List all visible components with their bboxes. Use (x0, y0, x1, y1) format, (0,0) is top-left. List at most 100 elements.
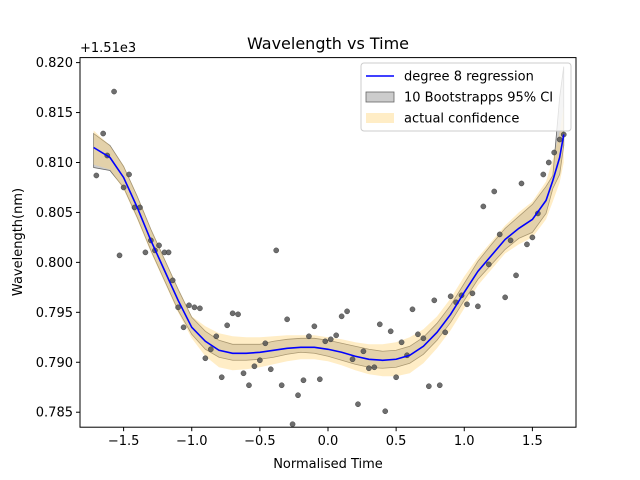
data-point (415, 331, 421, 338)
plot-area (93, 66, 567, 428)
data-point (322, 338, 329, 345)
y-tick-label: 0.790 (36, 356, 73, 371)
data-point (156, 242, 162, 249)
y-tick-label: 0.805 (36, 206, 73, 221)
data-point (208, 346, 214, 353)
data-point (333, 332, 339, 339)
data-point (224, 322, 230, 329)
x-tick-label: −1.0 (176, 434, 208, 449)
legend-label: actual confidence (404, 112, 519, 127)
x-tick-label: 1.0 (454, 434, 475, 449)
data-point (100, 130, 106, 137)
data-point (191, 304, 198, 311)
y-axis-ticks: 0.785 0.790 0.795 0.800 0.805 0.810 0.815 0.820 (36, 56, 80, 421)
legend-handle-bootstrap (365, 91, 395, 103)
data-point (496, 231, 503, 238)
y-tick-label: 0.820 (36, 56, 73, 71)
data-point (431, 297, 438, 304)
legend-handle-confidence (366, 113, 394, 123)
regression-line (93, 134, 565, 362)
data-point (376, 321, 383, 328)
actual-confidence-band (93, 106, 564, 377)
data-point (306, 333, 312, 340)
data-point (513, 272, 519, 279)
data-point (502, 294, 508, 301)
data-point (480, 203, 487, 210)
data-point (420, 335, 427, 342)
data-point (169, 277, 176, 284)
data-point (267, 366, 274, 373)
data-point (273, 247, 280, 254)
data-point (202, 355, 209, 362)
y-tick-label: 0.795 (36, 306, 73, 321)
y-offset-text: +1.51e3 (80, 41, 136, 56)
data-point (142, 249, 149, 256)
data-point (360, 348, 367, 355)
data-point (111, 88, 117, 95)
data-point (180, 324, 187, 331)
data-point (556, 136, 563, 143)
data-point (491, 188, 498, 195)
data-point (371, 364, 378, 371)
x-axis-ticks: −1.5 −1.0 −0.5 0.0 0.5 1.0 1.5 (108, 427, 543, 449)
legend: degree 8 regression 10 Bootstrapps 95% CI… (360, 62, 572, 132)
data-point (475, 303, 481, 310)
data-point (240, 370, 247, 377)
data-point (338, 313, 345, 320)
data-point (229, 310, 236, 317)
data-point (246, 382, 252, 389)
data-point (355, 401, 361, 408)
data-point (366, 365, 372, 372)
y-axis-label: Wavelength(nm) (11, 188, 26, 296)
data-point (524, 241, 530, 248)
data-point (257, 357, 263, 364)
x-tick-label: −1.5 (108, 434, 140, 449)
data-point (120, 184, 127, 191)
data-point (186, 302, 192, 309)
data-point (436, 382, 443, 389)
legend-box (360, 62, 572, 132)
data-point (213, 333, 220, 340)
data-point (442, 329, 448, 336)
data-point (235, 311, 241, 318)
data-point (116, 252, 123, 259)
data-point (409, 306, 416, 313)
data-point (469, 290, 476, 297)
data-point (485, 261, 492, 268)
data-point (344, 308, 350, 315)
data-point (317, 376, 323, 383)
data-point (251, 363, 258, 370)
x-tick-label: 0.0 (318, 434, 339, 449)
chart-title: Wavelength vs Time (247, 34, 409, 53)
data-point (349, 356, 356, 363)
y-tick-label: 0.810 (36, 156, 73, 171)
data-point (387, 328, 394, 335)
data-point (327, 336, 334, 343)
data-point (300, 377, 307, 384)
data-point (175, 304, 181, 311)
x-tick-label: −0.5 (244, 434, 276, 449)
data-point (218, 374, 225, 381)
x-tick-label: 1.5 (522, 434, 543, 449)
data-point (284, 316, 290, 323)
data-point (197, 305, 203, 312)
data-point (551, 149, 558, 156)
legend-label: 10 Bootstrapps 95% CI (404, 91, 553, 106)
data-point (165, 249, 172, 256)
data-point (540, 171, 547, 178)
x-tick-label: 0.5 (386, 434, 407, 449)
data-point (426, 383, 432, 390)
data-point (393, 374, 399, 381)
data-point (518, 180, 525, 187)
data-point (126, 171, 132, 178)
y-tick-label: 0.815 (36, 106, 73, 121)
data-point (507, 237, 514, 244)
y-tick-label: 0.785 (36, 406, 73, 421)
data-point (93, 172, 100, 179)
x-axis-label: Normalised Time (273, 457, 383, 472)
data-point (289, 421, 296, 428)
data-point (398, 339, 405, 346)
data-point (382, 408, 389, 415)
data-point (278, 382, 285, 389)
